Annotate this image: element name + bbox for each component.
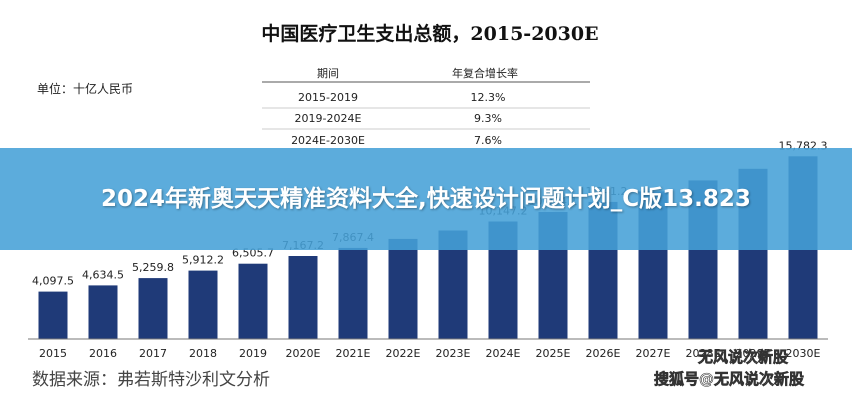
bar-2020E xyxy=(288,256,318,339)
x-tick-2029E: 2029E xyxy=(736,347,771,360)
source-note: 数据来源：弗若斯特沙利文分析 xyxy=(32,370,270,390)
watermark-line2: 搜狐号@无风说次新股 xyxy=(654,370,805,388)
table-header-period: 期间 xyxy=(317,67,339,80)
x-tick-2025E: 2025E xyxy=(536,347,571,360)
overlay-banner: 2024年新奥天天精准资料大全,快速设计问题计划_C版13.823 xyxy=(0,148,852,250)
x-tick-labels: 2015 2016 2017 2018 2019 2020E 2021E 2022E 2023E… xyxy=(39,347,821,360)
x-tick-2016: 2016 xyxy=(89,347,117,360)
bar-2021E xyxy=(338,247,368,339)
x-tick-2024E: 2024E xyxy=(486,347,521,360)
x-tick-2020E: 2020E xyxy=(286,347,321,360)
banner-text: 2024年新奥天天精准资料大全,快速设计问题计划_C版13.823 xyxy=(101,186,751,212)
x-tick-2030E: 2030E xyxy=(786,347,821,360)
bar-2016 xyxy=(88,285,118,339)
x-tick-2026E: 2026E xyxy=(586,347,621,360)
value-label-2017: 5,259.8 xyxy=(132,261,174,274)
table-header-cagr: 年复合增长率 xyxy=(452,66,518,80)
x-tick-2023E: 2023E xyxy=(436,347,471,360)
bar-2015 xyxy=(38,291,68,339)
x-tick-2022E: 2022E xyxy=(386,347,421,360)
watermark-line1: 无风说次新股 xyxy=(697,348,789,366)
x-tick-2017: 2017 xyxy=(139,347,167,360)
value-label-2016: 4,634.5 xyxy=(82,268,124,281)
table-cell-period: 2015-2019 xyxy=(298,91,358,104)
x-tick-2018: 2018 xyxy=(189,347,217,360)
cagr-table: 期间 年复合增长率 2015-2019 12.3% 2019-2024E 9.3… xyxy=(262,66,590,147)
table-cell-cagr: 12.3% xyxy=(471,91,506,104)
x-tick-2019: 2019 xyxy=(239,347,267,360)
bar-2022E xyxy=(388,238,418,339)
unit-label: 单位：十亿人民币 xyxy=(37,81,133,96)
table-cell-cagr: 7.6% xyxy=(474,134,502,147)
value-label-2018: 5,912.2 xyxy=(182,254,224,267)
bar-2018 xyxy=(188,270,218,339)
x-tick-2015: 2015 xyxy=(39,347,67,360)
x-tick-2027E: 2027E xyxy=(636,347,671,360)
value-label-2015: 4,097.5 xyxy=(32,275,74,288)
table-cell-cagr: 9.3% xyxy=(474,112,502,125)
chart-title: 中国医疗卫生支出总额，2015-2030E xyxy=(261,22,598,45)
bar-2017 xyxy=(138,278,168,339)
watermark: 无风说次新股 搜狐号@无风说次新股 xyxy=(654,348,806,389)
x-tick-2021E: 2021E xyxy=(336,347,371,360)
x-tick-2028E: 2028E xyxy=(686,347,721,360)
table-cell-period: 2024E-2030E xyxy=(291,134,365,147)
table-cell-period: 2019-2024E xyxy=(295,112,362,125)
bar-2019 xyxy=(238,263,268,339)
